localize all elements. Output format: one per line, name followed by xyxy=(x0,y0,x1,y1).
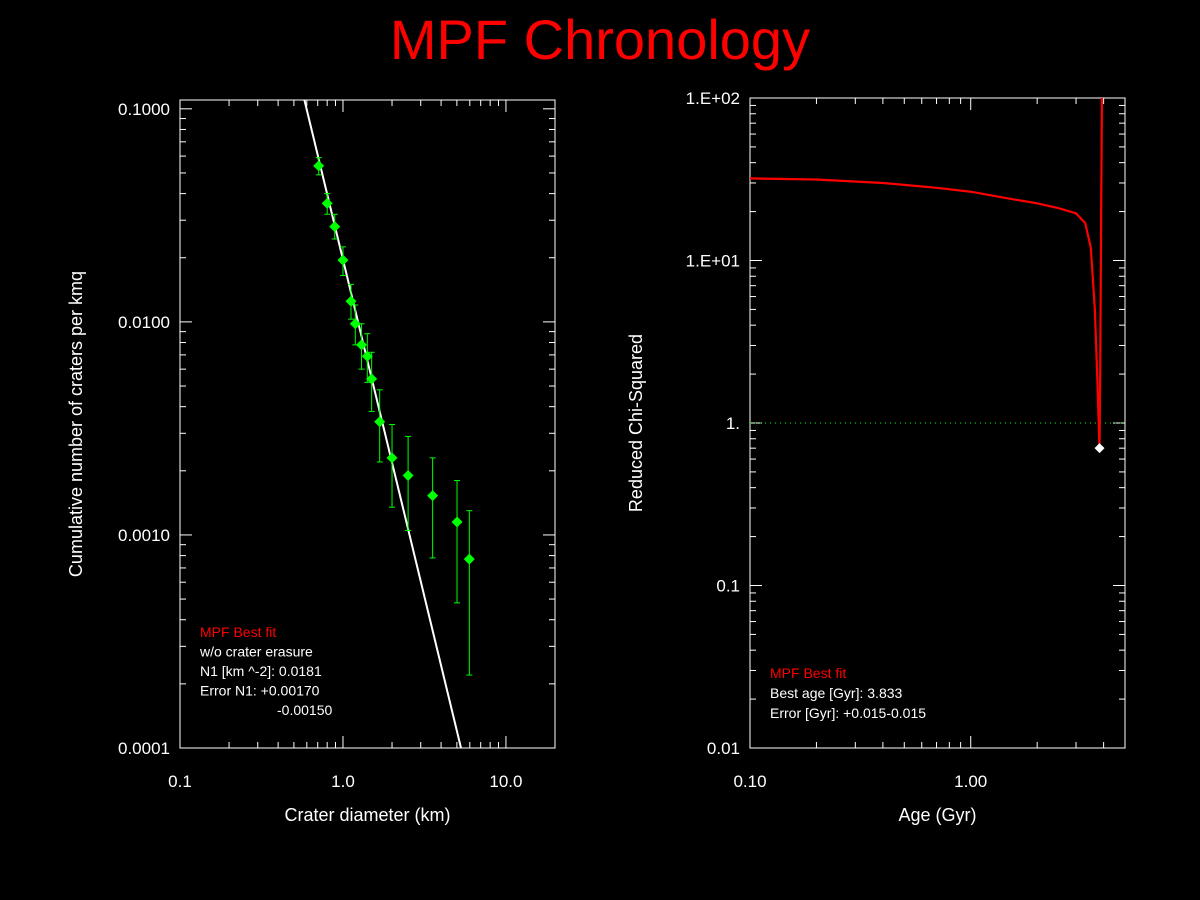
x-tick-label: 1.0 xyxy=(331,772,355,791)
legend-line: N1 [km ^-2]: 0.0181 xyxy=(200,663,322,679)
y-tick-label: 0.1000 xyxy=(118,100,170,119)
y-tick-label: 0.1 xyxy=(716,577,740,596)
y-tick-label: 1.E+01 xyxy=(686,252,740,271)
data-point xyxy=(321,197,333,209)
legend-title: MPF Best fit xyxy=(770,665,846,681)
data-point xyxy=(356,339,368,351)
data-point xyxy=(345,295,357,307)
legend-line: w/o crater erasure xyxy=(199,644,313,660)
y-tick-label: 1.E+02 xyxy=(686,89,740,108)
data-point xyxy=(402,470,414,482)
plot-frame xyxy=(179,99,556,749)
data-point xyxy=(463,553,475,565)
data-point xyxy=(349,318,361,330)
plot-frame xyxy=(749,97,1126,749)
data-point xyxy=(361,350,373,362)
data-point xyxy=(427,490,439,502)
data-point xyxy=(337,254,349,266)
x-axis-label: Age (Gyr) xyxy=(898,805,976,825)
legend-line: -0.00150 xyxy=(277,702,332,718)
legend-line: Error N1: +0.00170 xyxy=(200,683,320,699)
data-point xyxy=(366,373,378,385)
data-point xyxy=(374,416,386,428)
data-point xyxy=(329,221,341,233)
data-point xyxy=(313,160,325,172)
legend-title: MPF Best fit xyxy=(200,624,276,640)
data-point xyxy=(386,452,398,464)
best-age-marker xyxy=(1094,443,1105,454)
page-title: MPF Chronology xyxy=(389,8,811,71)
crater-size-frequency-plot: 0.1 1.0 10.0 0.0001 0.0010 0.0100 0.1000 Crater… xyxy=(66,99,556,825)
y-tick-label: 0.0010 xyxy=(118,526,170,545)
x-tick-label: 0.1 xyxy=(168,772,192,791)
y-tick-label: 0.01 xyxy=(707,739,740,758)
legend-line: Best age [Gyr]: 3.833 xyxy=(770,685,903,701)
x-tick-label: 1.00 xyxy=(954,772,987,791)
y-tick-label: 0.0001 xyxy=(118,739,170,758)
y-tick-label: 0.0100 xyxy=(118,313,170,332)
y-axis-label: Reduced Chi-Squared xyxy=(626,334,646,512)
chi-squared-curve xyxy=(750,98,1104,449)
x-axis-label: Crater diameter (km) xyxy=(284,805,450,825)
x-tick-label: 0.10 xyxy=(733,772,766,791)
data-point xyxy=(451,516,463,528)
y-axis-label: Cumulative number of craters per kmq xyxy=(66,271,86,577)
x-tick-label: 10.0 xyxy=(489,772,522,791)
legend-line: Error [Gyr]: +0.015-0.015 xyxy=(770,705,926,721)
chi-squared-plot: 0.10 1.00 0.01 0.1 1. 1.E+01 1.E+02 Age (Gyr) Re… xyxy=(626,89,1126,825)
y-tick-label: 1. xyxy=(726,414,740,433)
